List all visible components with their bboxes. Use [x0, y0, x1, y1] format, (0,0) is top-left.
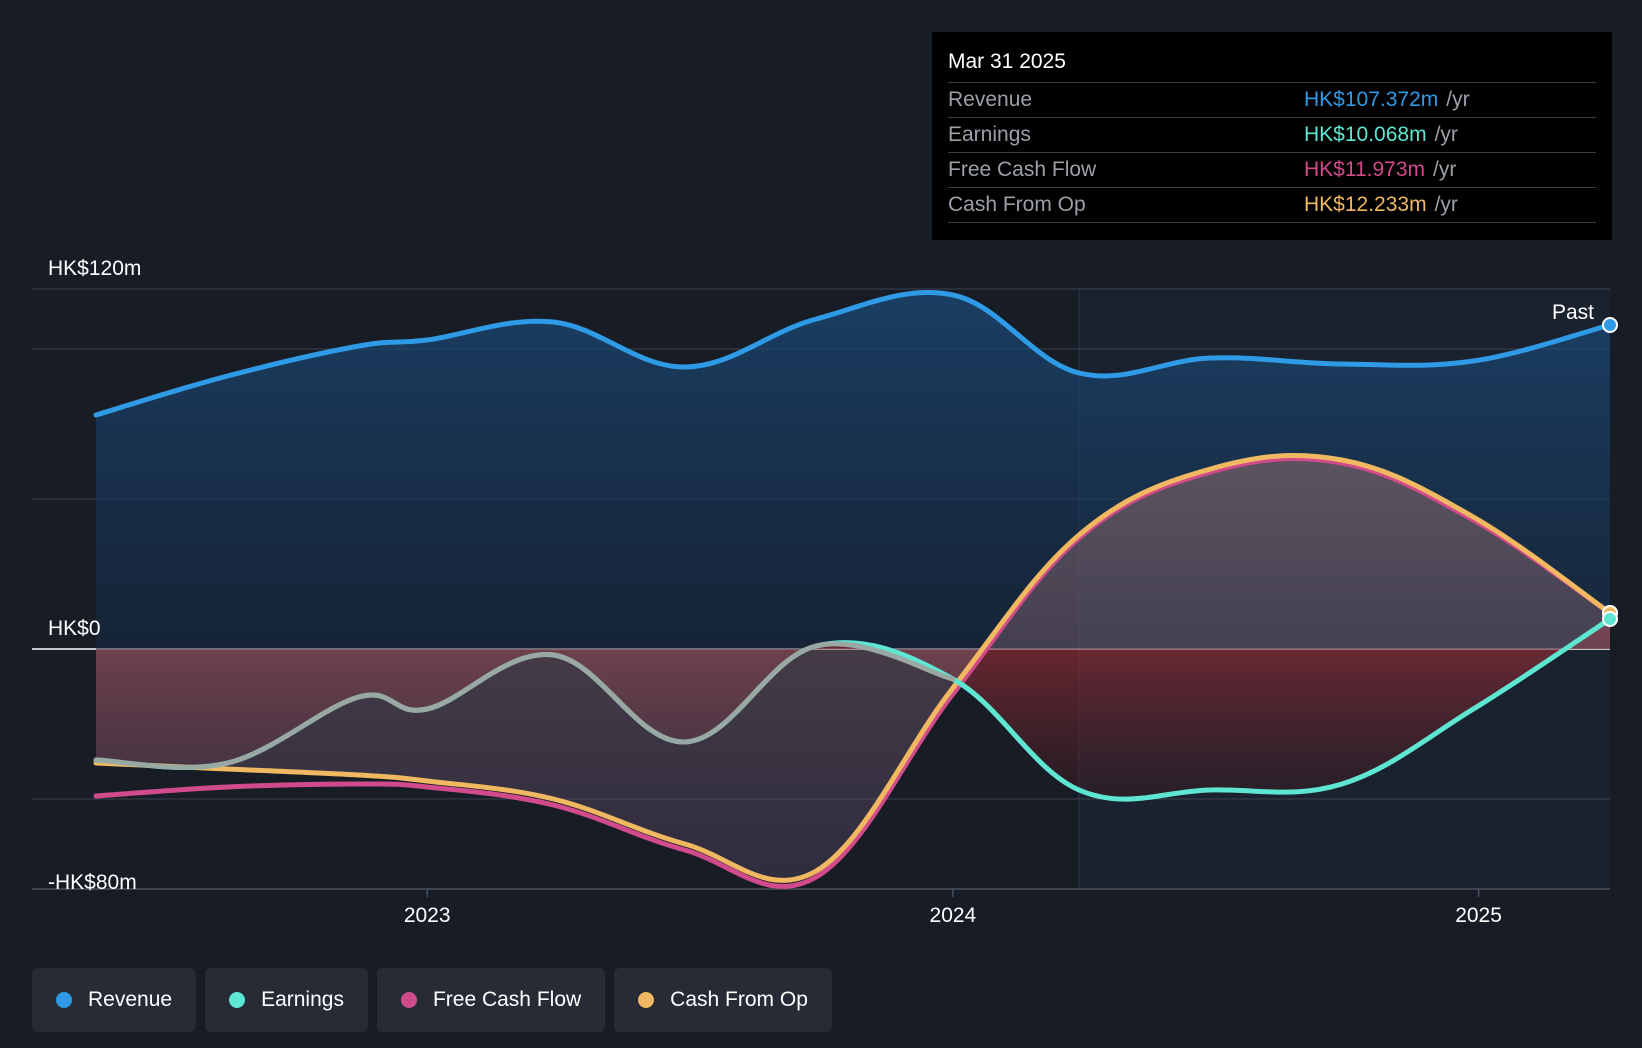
legend-label: Earnings [261, 988, 344, 1011]
legend-label: Free Cash Flow [432, 988, 582, 1011]
tooltip-row-cash-from-op: Cash From Op HK$12.233m /yr [948, 187, 1596, 223]
x-tick-label: 2023 [404, 904, 451, 927]
legend-item-revenue[interactable]: Revenue [32, 968, 197, 1032]
legend-item-earnings[interactable]: Earnings [205, 968, 368, 1032]
tooltip-value: HK$107.372m [1304, 88, 1439, 111]
legend-label: Cash From Op [670, 988, 808, 1011]
x-tick-label: 2024 [930, 904, 977, 927]
tooltip-row-revenue: Revenue HK$107.372m /yr [948, 82, 1596, 117]
tooltip-value: HK$12.233m [1304, 193, 1427, 216]
earnings-dot-icon [229, 992, 246, 1008]
tooltip-panel: Mar 31 2025 Revenue HK$107.372m /yr Earn… [932, 32, 1612, 240]
y-tick-label: HK$0 [48, 617, 101, 640]
legend: Revenue Earnings Free Cash Flow Cash Fro… [32, 968, 832, 1032]
cash-from-op-line [93, 452, 1613, 883]
revenue-line [93, 290, 1613, 418]
tooltip-label: Free Cash Flow [948, 158, 1097, 181]
earnings-line-shaded [93, 641, 956, 770]
free-cash-flow-line [93, 455, 1613, 889]
tooltip-label: Revenue [948, 88, 1033, 111]
tooltip-label: Earnings [948, 123, 1031, 146]
y-tick-label: HK$120m [48, 257, 141, 280]
legend-item-free-cash-flow[interactable]: Free Cash Flow [376, 968, 606, 1032]
past-label: Past [1552, 301, 1594, 324]
cash-from-op-dot-icon [638, 992, 655, 1008]
tooltip-value: HK$10.068m [1304, 123, 1427, 146]
tooltip-row-free-cash-flow: Free Cash Flow HK$11.973m /yr [948, 152, 1596, 187]
revenue-end-marker [1602, 317, 1618, 333]
tooltip-label: Cash From Op [948, 193, 1086, 216]
tooltip-unit: /yr [1434, 123, 1458, 146]
x-tick-label: 2025 [1455, 904, 1502, 927]
y-tick-label: -HK$80m [48, 871, 137, 894]
legend-label: Revenue [88, 988, 173, 1011]
tooltip-value: HK$11.973m [1304, 158, 1426, 181]
tooltip-unit: /yr [1446, 88, 1470, 111]
tooltip-date: Mar 31 2025 [948, 50, 1066, 73]
free-cash-flow-dot-icon [400, 992, 417, 1008]
tooltip-unit: /yr [1434, 193, 1458, 216]
cash-from-op-area [96, 455, 1610, 881]
earnings-end-marker [1602, 611, 1618, 627]
tooltip-unit: /yr [1433, 158, 1457, 181]
revenue-dot-icon [56, 992, 72, 1008]
legend-item-cash-from-op[interactable]: Cash From Op [614, 968, 832, 1032]
tooltip-row-earnings: Earnings HK$10.068m /yr [948, 117, 1596, 152]
